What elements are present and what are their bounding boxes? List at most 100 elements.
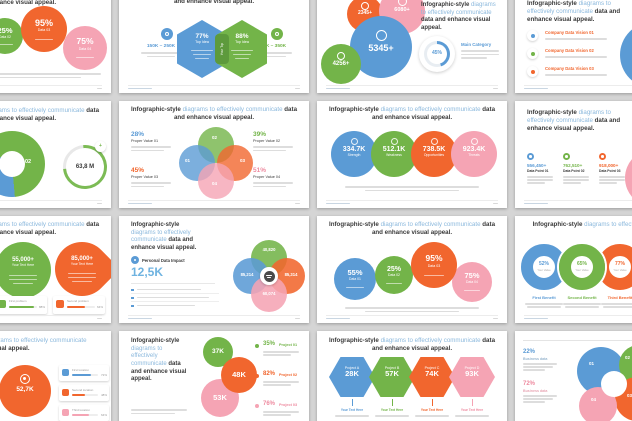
data-point-column: 762,510+ Data Point 02 — [563, 153, 595, 184]
ring-content: 52% Your Value — [523, 246, 565, 288]
slide-r3c3[interactable]: Infographic-style diagrams to effectivel… — [317, 216, 507, 323]
kpi-label: Personal Data Impact — [142, 257, 185, 263]
legend-card: Second location 48% — [59, 385, 109, 401]
text-line — [523, 401, 545, 403]
circle-value: 25% — [0, 26, 13, 35]
progress-fill — [72, 394, 85, 396]
circle-value: 95% — [425, 253, 443, 263]
slide-r3c4[interactable]: Infographic-style diagrams to effectivel… — [515, 216, 632, 323]
ring-content: 77% Your Value — [599, 246, 632, 288]
slide-r1c3[interactable]: 2345+ 6080+ 5345+ 4256+ Infographic-styl… — [317, 0, 507, 93]
dot-icon — [529, 155, 532, 158]
globe-icon — [263, 270, 275, 282]
slide-r4c2[interactable]: Infographic-style diagrams to effectivel… — [119, 331, 309, 421]
stat-label: Proper Value 02 — [253, 139, 281, 144]
decor-circle — [625, 149, 632, 207]
circle-label: Opportunities — [423, 153, 445, 158]
slide-r2c4[interactable]: Infographic-style diagrams to effectivel… — [515, 101, 632, 208]
text-line — [253, 149, 286, 152]
text-line — [464, 290, 480, 292]
hexagon: Project D 93K — [449, 357, 495, 397]
data-circle: 25% Data 02 — [375, 256, 413, 294]
page-number — [295, 202, 300, 204]
stat-value: 76% — [263, 401, 276, 407]
text-line — [263, 381, 299, 383]
text-line — [131, 409, 187, 411]
donut-hole — [0, 151, 25, 177]
slide-r3c2[interactable]: Infographic-style diagrams to effectivel… — [119, 216, 309, 323]
ring-icon — [275, 32, 279, 36]
hex-caption: Your Text Here — [420, 408, 444, 412]
text-line — [131, 149, 164, 152]
gauge-label: Main Category — [461, 42, 492, 47]
slide-title: Infographic-style diagrams to effectivel… — [328, 106, 496, 121]
footer-text — [128, 87, 152, 89]
slide-r1c1[interactable]: Infographic-style diagrams to effectivel… — [0, 0, 111, 93]
text-line — [263, 414, 291, 416]
slide-r2c1[interactable]: Infographic-style diagrams to effectivel… — [0, 101, 111, 208]
stat-block: 22% Business data — [523, 349, 563, 371]
stat-label: Project 03 — [279, 403, 298, 407]
text-line — [386, 283, 402, 285]
slide-r4c3[interactable]: Infographic-style diagrams to effectivel… — [317, 331, 507, 421]
slide-r1c4[interactable]: Infographic-style diagrams to effectivel… — [515, 0, 632, 93]
dot-icon — [565, 155, 568, 158]
slide-r1c2[interactable]: Infographic-style diagrams to effectivel… — [119, 0, 309, 93]
slide-r4c4[interactable]: 22% Business data 72% Business data 01 0… — [515, 331, 632, 421]
hex-name: Project C — [424, 366, 440, 370]
stat-label: Proper Value 01 — [131, 139, 159, 144]
bubble-value: 48K — [232, 369, 246, 379]
text-line — [0, 44, 13, 46]
text-line — [231, 50, 253, 52]
dot-icon — [133, 258, 137, 262]
text-line — [523, 363, 557, 365]
donut-chart: 02 — [0, 131, 45, 197]
slide-title: Infographic-style diagrams to effectivel… — [173, 0, 255, 5]
stat-block: 28% Proper Value 01 — [131, 131, 177, 152]
marker-icon — [271, 28, 283, 40]
slide-title: Infographic-style diagrams to effectivel… — [527, 0, 621, 23]
dot-icon — [23, 377, 26, 380]
stat-value: 45% — [131, 167, 145, 174]
bubble-value: 6080+ — [394, 7, 410, 13]
kpi-value: 12,5K — [131, 265, 164, 279]
slide-footer — [128, 200, 300, 204]
circle-value: 75% — [464, 271, 480, 280]
point-label: Data Point 02 — [563, 169, 585, 174]
slide-title: Infographic-style diagrams to effectivel… — [0, 337, 87, 352]
page-number — [493, 202, 498, 204]
slide-r2c3[interactable]: Infographic-style diagrams to effectivel… — [317, 101, 507, 208]
hex-value: 28K — [345, 369, 359, 379]
text-line — [131, 412, 175, 415]
stat-value: 39% — [253, 131, 267, 138]
footer-text — [128, 202, 152, 204]
stat-block: 39% Proper Value 02 — [253, 131, 299, 152]
slide-r2c2[interactable]: Infographic-style diagrams to effectivel… — [119, 101, 309, 208]
progress-track — [9, 306, 37, 308]
hex-value: 57K — [385, 369, 399, 379]
hexagon: Project C 74K — [409, 357, 455, 397]
text-line — [345, 186, 479, 188]
ring-icon — [430, 138, 438, 145]
hex-value: 88% — [235, 33, 249, 40]
slide-r4c1[interactable]: Infographic-style diagrams to effectivel… — [0, 331, 111, 421]
circle-value: 55% — [347, 268, 363, 277]
plus-icon: + — [99, 142, 102, 149]
list-item-icon — [527, 30, 538, 41]
range-value-right: 300K – 350K — [257, 44, 287, 49]
gear-icon — [361, 2, 369, 10]
point-value: 556,450+ — [527, 163, 547, 168]
slide-footer — [524, 315, 632, 319]
legend-label: Third location — [72, 408, 91, 412]
text-line — [545, 74, 607, 76]
marker-icon — [131, 256, 139, 264]
dot-icon — [255, 404, 259, 408]
text-line — [527, 176, 553, 178]
slide-footer — [326, 315, 498, 319]
petal-value: 85,314 — [284, 272, 298, 277]
bullet-icon — [530, 33, 535, 38]
slide-title: Infographic-style diagrams to effectivel… — [0, 0, 57, 6]
text-line — [563, 303, 601, 305]
slide-r3c1[interactable]: Infographic-style diagrams to effectivel… — [0, 216, 111, 323]
donut-hole — [601, 371, 627, 397]
